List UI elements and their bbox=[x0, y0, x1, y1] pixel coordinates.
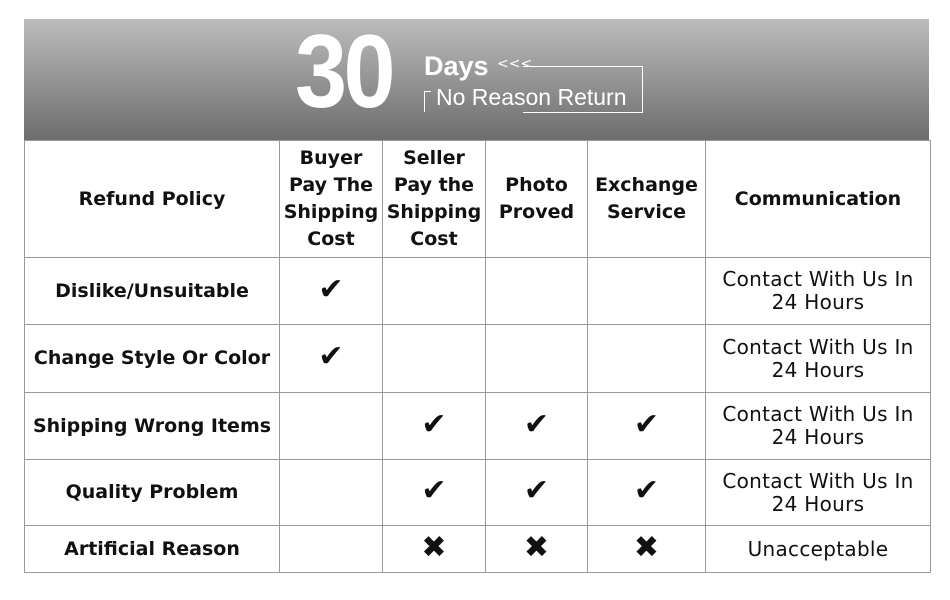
header-cell: Exchange Service bbox=[587, 140, 706, 258]
header-cell: Seller Pay the Shipping Cost bbox=[382, 140, 486, 258]
mark-cell bbox=[485, 257, 588, 325]
mark-cell: ✔ bbox=[279, 324, 383, 393]
mark-cell: ✔ bbox=[485, 392, 588, 460]
row-label: Dislike/Unsuitable bbox=[24, 257, 280, 325]
table-row: Dislike/Unsuitable ✔ Contact With Us In 24… bbox=[24, 257, 931, 325]
communication-cell: Unacceptable bbox=[705, 525, 931, 573]
mark-cell bbox=[587, 324, 706, 393]
check-icon: ✔ bbox=[318, 339, 344, 374]
refund-policy-table: Refund Policy Buyer Pay The Shipping Cos… bbox=[24, 140, 931, 573]
row-label: Artificial Reason bbox=[24, 525, 280, 573]
mark-cell: ✔ bbox=[279, 257, 383, 325]
banner-number: 30 bbox=[295, 14, 396, 130]
mark-cell: ✔ bbox=[382, 459, 486, 526]
banner-days: Days bbox=[424, 51, 489, 81]
mark-cell: ✔ bbox=[587, 392, 706, 460]
row-label: Quality Problem bbox=[24, 459, 280, 526]
row-label: Change Style Or Color bbox=[24, 324, 280, 393]
mark-cell: ✔ bbox=[587, 459, 706, 526]
cross-icon: ✖ bbox=[523, 529, 550, 565]
check-icon: ✔ bbox=[633, 406, 660, 442]
arrows-icon: <<< bbox=[497, 56, 533, 72]
banner-subtitle: No Reason Return bbox=[436, 84, 627, 110]
mark-cell bbox=[382, 257, 486, 325]
mark-cell: ✖ bbox=[382, 525, 486, 573]
header-cell: Refund Policy bbox=[24, 140, 280, 258]
table-row: Change Style Or Color ✔ Contact With Us In… bbox=[24, 324, 931, 393]
cross-icon: ✖ bbox=[421, 529, 447, 565]
mark-cell: ✖ bbox=[485, 525, 588, 573]
mark-cell bbox=[587, 257, 706, 325]
mark-cell: ✔ bbox=[382, 392, 486, 460]
mark-cell bbox=[485, 324, 588, 393]
check-icon: ✔ bbox=[318, 271, 344, 307]
header-cell: Photo Proved bbox=[485, 140, 588, 258]
header-cell: Communication bbox=[705, 140, 931, 258]
header-row: Refund Policy Buyer Pay The Shipping Cos… bbox=[24, 140, 931, 258]
mark-cell bbox=[382, 324, 486, 393]
banner bbox=[24, 19, 929, 140]
mark-cell bbox=[279, 392, 383, 460]
mark-cell bbox=[279, 525, 383, 573]
table-row: Quality Problem ✔ ✔ ✔ Contact With Us In 24 … bbox=[24, 459, 931, 526]
check-icon: ✔ bbox=[523, 473, 550, 508]
mark-cell: ✔ bbox=[485, 459, 588, 526]
frame-line bbox=[523, 66, 643, 113]
header-cell: Buyer Pay The Shipping Cost bbox=[279, 140, 383, 258]
table-row: Shipping Wrong Items ✔ ✔ ✔ Contact With Us I… bbox=[24, 392, 931, 460]
communication-cell: Contact With Us In 24 Hours bbox=[705, 392, 931, 460]
communication-cell: Contact With Us In 24 Hours bbox=[705, 324, 931, 393]
communication-cell: Contact With Us In 24 Hours bbox=[705, 257, 931, 325]
check-icon: ✔ bbox=[421, 473, 447, 508]
check-icon: ✔ bbox=[421, 406, 447, 442]
cross-icon: ✖ bbox=[633, 529, 660, 565]
mark-cell: ✖ bbox=[587, 525, 706, 573]
communication-cell: Contact With Us In 24 Hours bbox=[705, 459, 931, 526]
frame-line bbox=[424, 91, 431, 112]
mark-cell bbox=[279, 459, 383, 526]
row-label: Shipping Wrong Items bbox=[24, 392, 280, 460]
check-icon: ✔ bbox=[633, 473, 660, 508]
check-icon: ✔ bbox=[523, 406, 550, 442]
table-row: Artificial Reason ✖ ✖ ✖ Unacceptable bbox=[24, 525, 931, 573]
